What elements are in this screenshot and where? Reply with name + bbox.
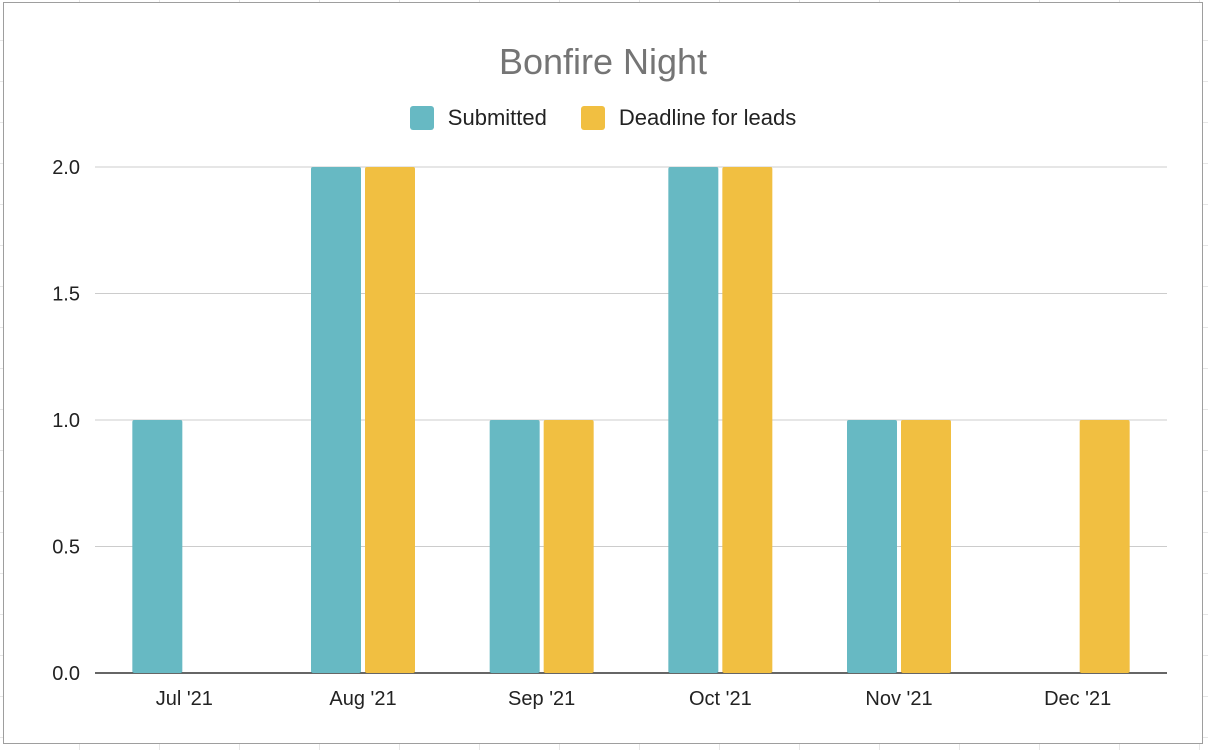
chart-container[interactable]: Bonfire Night Submitted Deadline for lea… <box>3 2 1203 744</box>
bar-deadline <box>901 420 951 673</box>
chart-legend: Submitted Deadline for leads <box>4 105 1202 131</box>
x-tick-label: Sep '21 <box>508 688 575 710</box>
bar-submitted <box>668 167 719 673</box>
legend-swatch-deadline <box>580 106 605 130</box>
x-tick-label: Nov '21 <box>865 688 932 710</box>
bar-deadline <box>722 167 773 673</box>
bar-submitted <box>489 420 540 673</box>
x-tick-label: Aug '21 <box>329 688 396 710</box>
y-tick-label: 2.0 <box>52 157 80 179</box>
y-tick-label: 0.0 <box>52 663 80 685</box>
chart-title: Bonfire Night <box>498 41 708 82</box>
legend-item-deadline[interactable]: Deadline for leads <box>580 105 797 131</box>
x-tick-label: Dec '21 <box>1044 688 1111 710</box>
legend-label-deadline: Deadline for leads <box>618 105 797 130</box>
bar-submitted <box>847 420 897 673</box>
legend-label-submitted: Submitted <box>447 105 547 130</box>
bar-submitted <box>132 420 183 673</box>
x-tick-label: Jul '21 <box>156 688 213 710</box>
bar-deadline <box>365 167 415 673</box>
y-tick-label: 1.0 <box>52 410 80 432</box>
y-tick-label: 1.5 <box>52 284 80 306</box>
x-tick-label: Oct '21 <box>689 688 752 710</box>
bar-deadline <box>543 420 594 673</box>
y-tick-label: 0.5 <box>52 537 80 559</box>
bar-submitted <box>311 167 361 673</box>
bar-deadline <box>1079 420 1130 673</box>
legend-item-submitted[interactable]: Submitted <box>409 105 547 131</box>
legend-swatch-submitted <box>409 106 434 130</box>
